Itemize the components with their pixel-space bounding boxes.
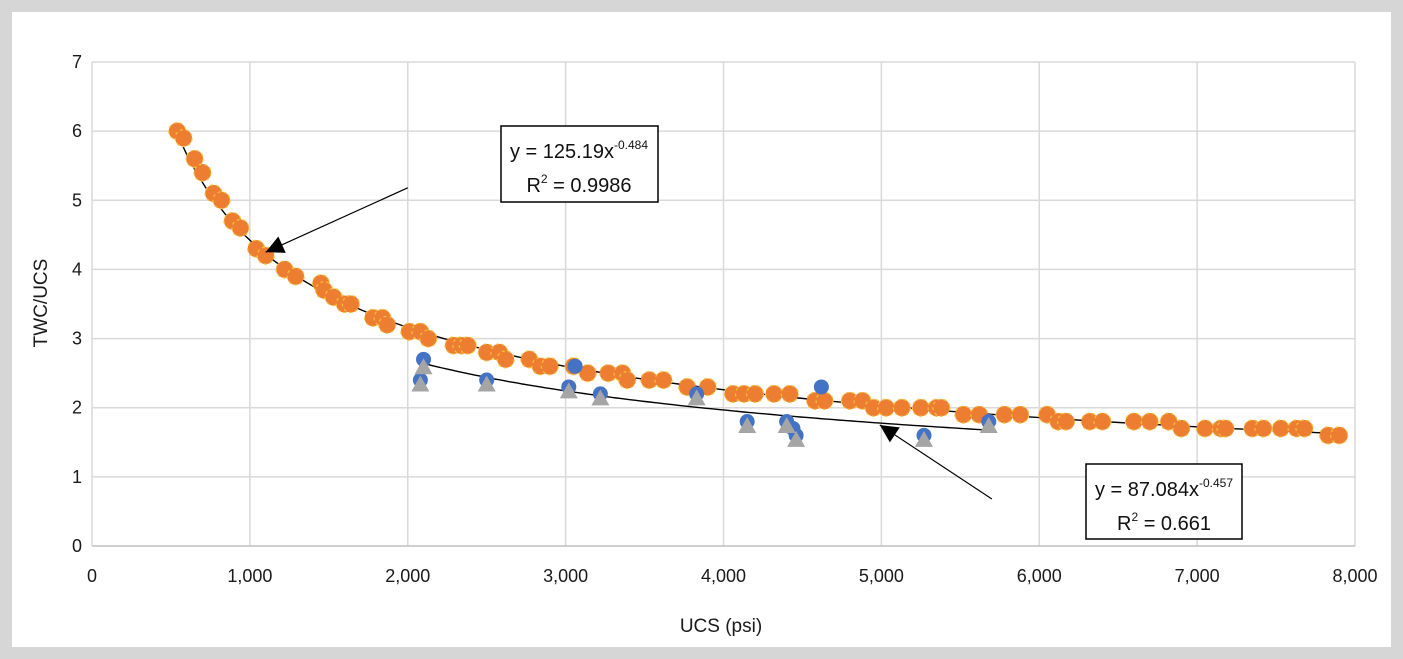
orange-data-point xyxy=(1271,419,1290,438)
orange-data-point xyxy=(1093,412,1112,431)
x-tick-label: 7,000 xyxy=(1175,566,1220,586)
y-axis-label: TWC/UCS xyxy=(31,259,52,348)
orange-data-point xyxy=(212,191,231,210)
y-tick-label: 7 xyxy=(72,52,82,72)
annotation-line-1 xyxy=(265,187,408,253)
x-tick-label: 4,000 xyxy=(701,566,746,586)
orange-data-point xyxy=(231,218,250,238)
orange-data-point xyxy=(1140,412,1159,431)
gray-triangle-point xyxy=(979,417,998,433)
x-tick-label: 3,000 xyxy=(543,566,588,586)
x-tick-label: 0 xyxy=(87,566,97,586)
gray-triangle-point xyxy=(414,358,433,375)
orange-data-point xyxy=(185,149,204,168)
orange-data-point xyxy=(1254,419,1273,438)
orange-data-point xyxy=(877,398,896,417)
orange-data-point xyxy=(578,364,597,383)
y-tick-label: 4 xyxy=(72,259,82,279)
orange-data-point xyxy=(1124,412,1144,431)
y-tick-label: 1 xyxy=(72,467,82,487)
gray-triangle-point xyxy=(559,382,578,399)
gray-triangle-point xyxy=(591,389,610,406)
x-tick-label: 5,000 xyxy=(859,566,904,586)
orange-data-point xyxy=(932,398,951,417)
gray-triangle-point xyxy=(787,430,806,447)
orange-data-point xyxy=(892,398,911,417)
equation-box-1: y = 125.19x-0.484 R2 = 0.9986 xyxy=(500,125,659,203)
y-tick-label: 5 xyxy=(72,190,82,210)
axes: 0 1,000 2,000 3,000 4,000 5,000 6,000 7,000 8,00… xyxy=(72,52,1378,586)
orange-data-point xyxy=(1172,419,1191,438)
orange-data-point xyxy=(780,384,799,403)
orange-data-point xyxy=(1295,419,1314,438)
annotation-line-2 xyxy=(879,424,993,500)
gray-triangle-point xyxy=(477,375,496,392)
orange-data-point xyxy=(911,398,930,417)
orange-data-point xyxy=(1056,412,1076,431)
orange-data-point xyxy=(618,370,637,390)
blue-data-point xyxy=(813,379,829,395)
orange-data-point xyxy=(764,384,784,403)
orange-data-point xyxy=(458,336,477,355)
orange-data-point xyxy=(540,357,559,376)
orange-data-point xyxy=(654,370,673,390)
orange-data-point xyxy=(1195,419,1215,438)
orange-data-point xyxy=(496,350,515,369)
orange-data-point xyxy=(745,384,765,403)
orange-data-point xyxy=(815,391,834,410)
r-squared-1: R2 = 0.9986 xyxy=(526,172,631,197)
gray-triangle-point xyxy=(777,417,796,433)
annotation-arrows xyxy=(265,187,993,500)
orange-data-point xyxy=(193,163,212,182)
orange-data-point xyxy=(378,315,397,334)
orange-data-point xyxy=(1216,419,1235,438)
r-squared-2: R2 = 0.661 xyxy=(1117,510,1211,535)
gray-triangle-point xyxy=(738,417,757,433)
x-tick-label: 6,000 xyxy=(1017,566,1062,586)
orange-data-point xyxy=(419,329,438,348)
gray-triangle-point xyxy=(915,430,934,447)
data-points xyxy=(168,122,1349,447)
equation-1: y = 125.19x-0.484 xyxy=(510,138,648,163)
equation-box-2: y = 87.084x-0.457 R2 = 0.661 xyxy=(1085,463,1243,540)
y-tick-label: 3 xyxy=(72,329,82,349)
blue-data-point xyxy=(567,358,583,374)
gridlines xyxy=(92,61,1356,546)
orange-data-point xyxy=(954,405,973,424)
y-tick-label: 0 xyxy=(72,536,82,556)
orange-data-point xyxy=(995,405,1014,424)
orange-data-point xyxy=(341,294,361,314)
orange-data-point xyxy=(1330,426,1349,445)
trendline-2 xyxy=(423,362,989,431)
x-tick-label: 8,000 xyxy=(1332,566,1377,586)
arrowhead-2 xyxy=(879,425,900,443)
x-axis-label: UCS (psi) xyxy=(680,616,762,637)
orange-data-point xyxy=(1011,405,1030,424)
y-tick-label: 6 xyxy=(72,121,82,141)
gray-triangle-point xyxy=(687,389,706,406)
x-tick-label: 2,000 xyxy=(385,566,430,586)
equation-2: y = 87.084x-0.457 xyxy=(1095,476,1233,501)
arrowhead-1 xyxy=(265,236,286,253)
x-tick-label: 1,000 xyxy=(227,566,272,586)
orange-data-point xyxy=(174,128,193,148)
y-tick-label: 2 xyxy=(72,398,82,418)
gray-triangle-point xyxy=(411,375,430,392)
orange-data-point xyxy=(286,267,305,286)
